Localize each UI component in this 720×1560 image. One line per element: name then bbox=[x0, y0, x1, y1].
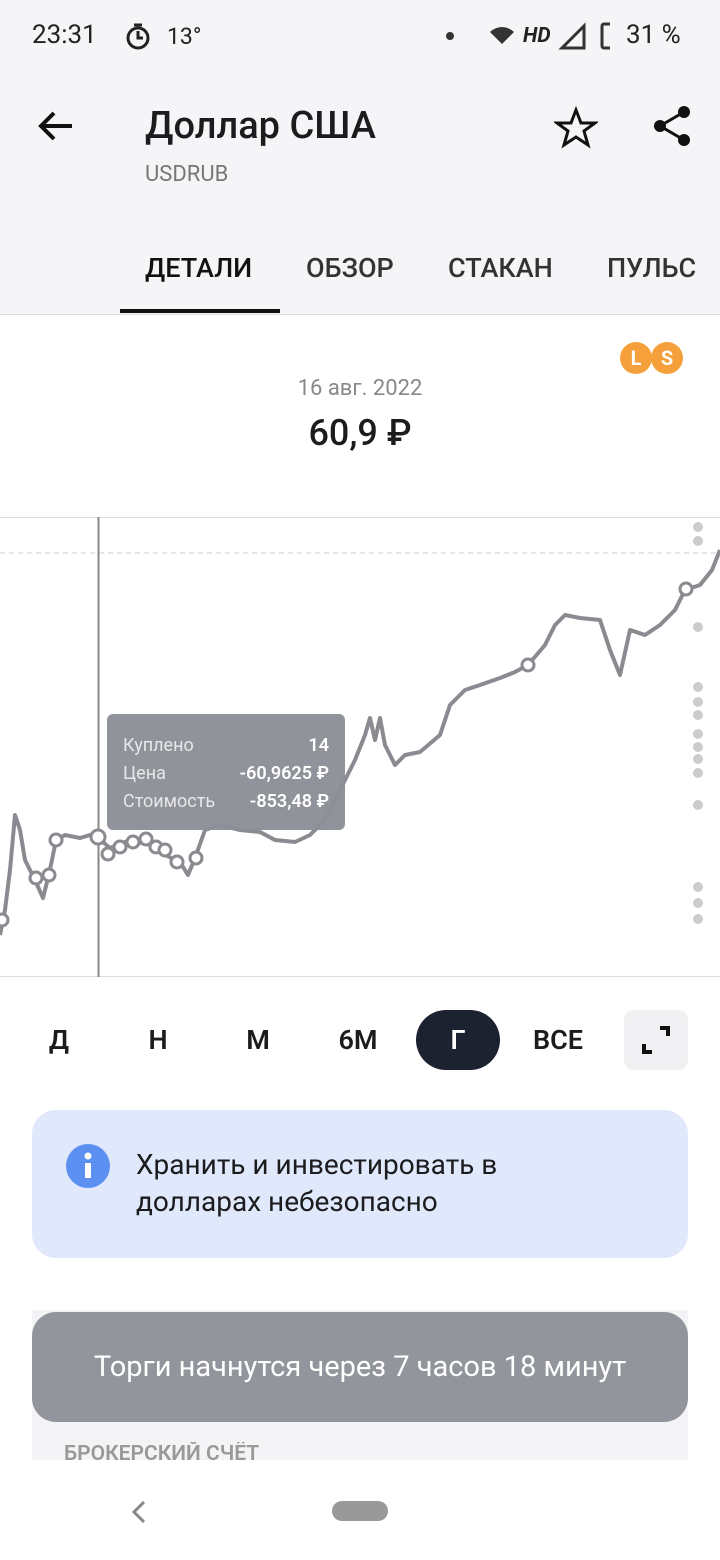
period-button[interactable]: Н bbox=[148, 1024, 168, 1056]
info-card[interactable]: Хранить и инвестировать в долларах небез… bbox=[32, 1110, 688, 1258]
timer-icon bbox=[126, 23, 150, 50]
title: Доллар США bbox=[145, 104, 376, 148]
tab[interactable]: ОБЗОР bbox=[306, 252, 394, 284]
nav-home[interactable] bbox=[332, 1501, 388, 1521]
status-icons bbox=[446, 22, 610, 50]
ticker: USDRUB bbox=[145, 162, 229, 187]
price: 60,9 ₽ bbox=[308, 412, 412, 454]
tooltip-label: Куплено bbox=[123, 735, 194, 756]
tab[interactable]: СТАКАН bbox=[448, 252, 553, 284]
tab[interactable]: ПУЛЬС bbox=[607, 252, 697, 284]
favorite-button[interactable] bbox=[554, 106, 598, 150]
alert-markers bbox=[693, 522, 703, 924]
date: 16 авг. 2022 bbox=[297, 376, 423, 401]
tooltip: Куплено 14 Цена -60,9625 ₽ Стоимость -85… bbox=[107, 714, 345, 830]
nav-back[interactable] bbox=[128, 1498, 152, 1526]
price-chart[interactable] bbox=[0, 517, 720, 978]
period-button[interactable]: Г bbox=[416, 1010, 500, 1070]
network: HD bbox=[523, 24, 551, 48]
badge: S bbox=[651, 342, 683, 374]
info-icon bbox=[66, 1144, 110, 1188]
fullscreen-button[interactable] bbox=[624, 1010, 688, 1070]
battery: 31 % bbox=[626, 20, 681, 50]
tooltip-value: 14 bbox=[308, 735, 329, 756]
back-button[interactable] bbox=[36, 106, 76, 146]
time: 23:31 bbox=[32, 20, 97, 50]
share-button[interactable] bbox=[650, 104, 694, 148]
period-button[interactable]: ВСЕ bbox=[532, 1024, 584, 1056]
info-text: Хранить и инвестировать в долларах небез… bbox=[136, 1148, 498, 1218]
header-bg bbox=[0, 0, 720, 315]
tooltip-label: Стоимость bbox=[123, 791, 216, 812]
period-button[interactable]: 6М bbox=[338, 1024, 378, 1056]
temperature: 13° bbox=[167, 23, 202, 50]
period-button[interactable]: М bbox=[246, 1024, 270, 1056]
badge: L bbox=[620, 342, 652, 374]
section-title: БРОКЕРСКИЙ СЧЁТ bbox=[64, 1442, 260, 1460]
toast: Торги начнутся через 7 часов 18 минут bbox=[32, 1312, 688, 1422]
trade-markers bbox=[0, 581, 694, 928]
period-button[interactable]: Д bbox=[48, 1024, 70, 1056]
tab-indicator bbox=[120, 309, 280, 313]
tab[interactable]: ДЕТАЛИ bbox=[145, 252, 253, 284]
tooltip-value: -60,9625 ₽ bbox=[239, 763, 329, 784]
tooltip-value: -853,48 ₽ bbox=[249, 791, 329, 812]
tooltip-label: Цена bbox=[123, 763, 166, 784]
